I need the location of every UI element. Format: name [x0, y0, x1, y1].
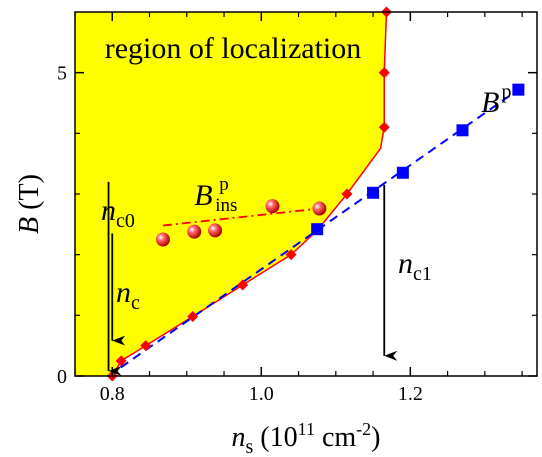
x-label-close: ) — [371, 422, 380, 453]
boundary-diamond-point — [285, 249, 297, 261]
x-label-main: n — [231, 422, 245, 453]
nc1-label: nc1 — [398, 247, 432, 285]
bins-sphere-point — [187, 224, 202, 239]
x-label-sup2: -2 — [356, 419, 371, 439]
boundary-diamond-point — [378, 67, 390, 79]
region-boundary-line — [111, 11, 388, 377]
y-label-main: B — [14, 217, 45, 234]
bins-sphere-point — [265, 199, 280, 214]
y-axis-label-group: B (T) — [14, 174, 45, 234]
x-label-sub: s — [245, 436, 253, 457]
nc1-sub: c1 — [413, 263, 432, 285]
markers-layer — [106, 6, 525, 382]
nc-main: n — [116, 276, 131, 309]
localization-region-fill — [75, 12, 387, 376]
x-label-text: (10 — [253, 422, 297, 453]
bins-sphere-point — [155, 232, 170, 247]
bp-square-point — [367, 186, 380, 199]
bp-dashed-line — [107, 88, 519, 377]
nc0-label: nc0 — [101, 194, 135, 232]
bins-dashdot-line — [162, 207, 320, 227]
boundary-diamond-point — [378, 121, 390, 133]
x-tick-label: 1.0 — [249, 383, 274, 405]
y-tick-label: 0 — [57, 366, 67, 388]
bins-sub: ins — [215, 195, 237, 216]
localization-region-layer — [75, 12, 387, 376]
nc0-main: n — [101, 194, 116, 227]
bp-square-point — [396, 166, 409, 179]
bp-square-point — [311, 223, 324, 236]
nc0-sub: c0 — [116, 210, 135, 232]
lines-layer — [107, 11, 519, 377]
nc-label: nc — [116, 276, 140, 314]
bp-square-point — [456, 124, 469, 137]
nc-sub: c — [131, 292, 140, 314]
boundary-diamond-point — [140, 340, 152, 352]
boundary-diamond-point — [341, 188, 353, 200]
bins-sphere-point — [208, 223, 223, 238]
bp-sup: p — [501, 81, 511, 103]
bins-main: B — [194, 179, 212, 212]
boundary-diamond-point — [115, 355, 127, 367]
y-label-text: (T) — [14, 174, 45, 217]
bins-sup: p — [219, 174, 229, 195]
nc1-main: n — [398, 247, 413, 280]
bins-sphere-point — [312, 201, 327, 216]
x-tick-label: 1.2 — [398, 383, 423, 405]
bins-label: B — [194, 179, 212, 212]
region-label: region of localization — [105, 32, 362, 65]
bp-main: B — [481, 86, 499, 119]
x-tick-label: 0.8 — [100, 383, 125, 405]
y-tick-label: 5 — [57, 63, 67, 85]
y-axis-label: B (T) — [14, 174, 45, 234]
bp-square-point — [512, 83, 525, 96]
x-axis-label: ns (1011 cm-2) — [231, 419, 380, 457]
boundary-diamond-point — [187, 311, 199, 323]
x-label-unit: cm — [315, 422, 356, 453]
x-label-sup: 11 — [298, 419, 315, 439]
boundary-diamond-point — [237, 279, 249, 291]
